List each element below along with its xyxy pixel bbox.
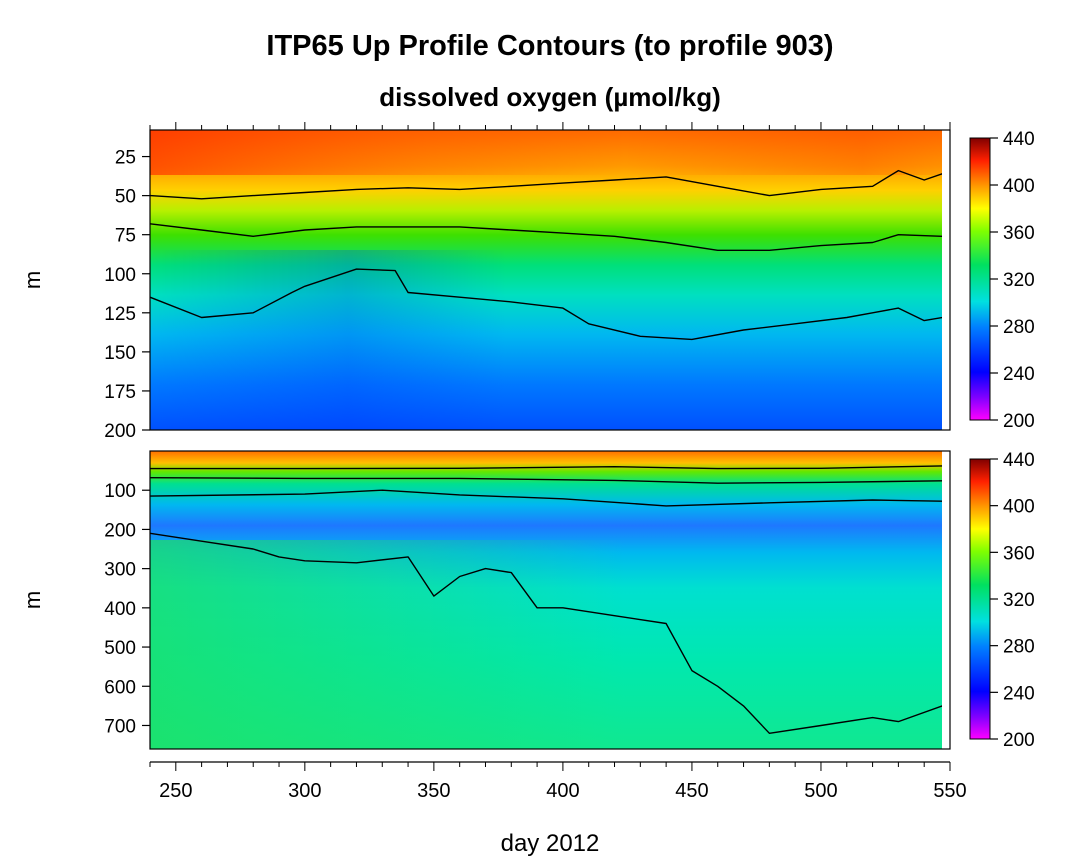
upper-contour-360 [150, 169, 942, 200]
upper-colorbar-tick-label: 440 [1003, 129, 1035, 150]
upper-colorbar-ticks: 200 240 280 320 360 400 440 [990, 129, 1035, 432]
lower-y-tick-label: 300 [104, 560, 136, 581]
x-tick-label: 300 [288, 780, 321, 802]
lower-colorbar-tick-label: 440 [1003, 450, 1035, 471]
upper-colorbar [969, 137, 991, 421]
upper-heatmap-surface [150, 130, 942, 175]
lower-contours [150, 465, 942, 734]
upper-colorbar-tick-label: 360 [1003, 223, 1035, 244]
x-tick-label: 250 [159, 780, 192, 802]
lower-heatmap-shade [150, 540, 942, 749]
lower-contour-275 [150, 532, 942, 734]
lower-colorbar-tick-label: 400 [1003, 497, 1035, 518]
x-axis: 250 300 350 400 450 500 550 [149, 761, 967, 802]
lower-colorbar-tick-label: 240 [1003, 683, 1035, 704]
upper-y-tick-label: 25 [115, 148, 136, 169]
upper-panel: 25 50 75 100 125 150 175 200 m 200 240 280 320 360 4… [20, 122, 1035, 442]
upper-y-tick-label: 75 [115, 226, 136, 247]
lower-colorbar [969, 458, 991, 740]
lower-colorbar-ticks: 200 240 280 320 360 400 440 [990, 450, 1035, 751]
lower-y-tick-label: 100 [104, 481, 136, 502]
lower-contour-290 [150, 489, 942, 507]
lower-y-tick-label: 500 [104, 638, 136, 659]
upper-colorbar-tick-label: 240 [1003, 364, 1035, 385]
upper-colorbar-tick-label: 280 [1003, 317, 1035, 338]
lower-contour-360 [150, 465, 942, 470]
chart-subtitle: dissolved oxygen (µmol/kg) [379, 82, 721, 112]
upper-y-tick-label: 50 [115, 187, 136, 208]
upper-axes: 25 50 75 100 125 150 175 200 [104, 122, 951, 442]
lower-y-tick-label: 600 [104, 677, 136, 698]
upper-y-tick-label: 150 [104, 343, 136, 364]
upper-contour-320 [150, 223, 942, 252]
lower-colorbar-tick-label: 200 [1003, 730, 1035, 751]
upper-y-tick-label: 125 [104, 304, 136, 325]
upper-colorbar-tick-label: 320 [1003, 270, 1035, 291]
upper-colorbar-tick-label: 200 [1003, 411, 1035, 432]
upper-y-tick-label: 175 [104, 382, 136, 403]
lower-colorbar-tick-label: 280 [1003, 637, 1035, 658]
upper-plot-frame [149, 129, 951, 431]
upper-y-axis-label: m [20, 271, 45, 289]
upper-y-tick-label: 200 [104, 421, 136, 442]
upper-contours [150, 169, 942, 341]
x-tick-label: 550 [933, 780, 966, 802]
upper-heatmap-shade [150, 250, 942, 430]
lower-y-axis-label: m [20, 591, 45, 609]
lower-y-tick-label: 700 [104, 716, 136, 737]
lower-y-tick-label: 400 [104, 599, 136, 620]
lower-colorbar-tick-label: 320 [1003, 590, 1035, 611]
x-tick-label: 400 [546, 780, 579, 802]
chart-title: ITP65 Up Profile Contours (to profile 90… [266, 30, 834, 62]
x-tick-label: 350 [417, 780, 450, 802]
upper-contour-290 [150, 268, 942, 341]
lower-panel: 100 200 300 400 500 600 700 m 200 240 280 320 360 4… [20, 450, 1035, 751]
lower-contour-320 [150, 477, 942, 484]
lower-y-tick-label: 200 [104, 520, 136, 541]
x-tick-label: 450 [675, 780, 708, 802]
lower-plot-frame [149, 450, 951, 750]
upper-colorbar-tick-label: 400 [1003, 176, 1035, 197]
upper-y-tick-label: 100 [104, 265, 136, 286]
x-axis-label: day 2012 [500, 830, 600, 857]
lower-colorbar-tick-label: 360 [1003, 543, 1035, 564]
x-tick-label: 500 [804, 780, 837, 802]
lower-axes: 100 200 300 400 500 600 700 [104, 481, 150, 737]
